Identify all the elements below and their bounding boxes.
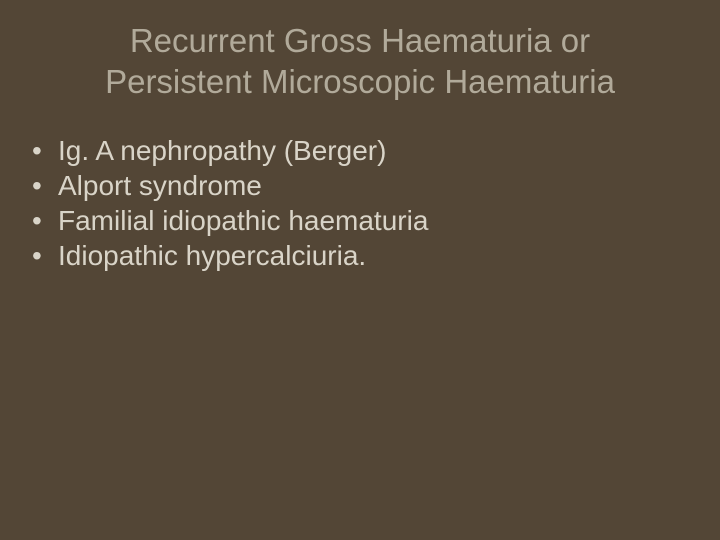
slide: Recurrent Gross Haematuria or Persistent…: [0, 0, 720, 540]
title-line-1: Recurrent Gross Haematuria or: [130, 22, 590, 59]
list-item: • Idiopathic hypercalciuria.: [32, 238, 720, 273]
title-line-2: Persistent Microscopic Haematuria: [105, 63, 615, 100]
bullet-icon: •: [32, 133, 58, 168]
list-item: • Ig. A nephropathy (Berger): [32, 133, 720, 168]
bullet-icon: •: [32, 238, 58, 273]
bullet-text: Idiopathic hypercalciuria.: [58, 238, 720, 273]
slide-title: Recurrent Gross Haematuria or Persistent…: [50, 20, 670, 103]
slide-body: • Ig. A nephropathy (Berger) • Alport sy…: [0, 133, 720, 273]
bullet-icon: •: [32, 168, 58, 203]
bullet-list: • Ig. A nephropathy (Berger) • Alport sy…: [32, 133, 720, 273]
list-item: • Alport syndrome: [32, 168, 720, 203]
bullet-text: Ig. A nephropathy (Berger): [58, 133, 720, 168]
bullet-text: Familial idiopathic haematuria: [58, 203, 720, 238]
list-item: • Familial idiopathic haematuria: [32, 203, 720, 238]
bullet-icon: •: [32, 203, 58, 238]
bullet-text: Alport syndrome: [58, 168, 720, 203]
